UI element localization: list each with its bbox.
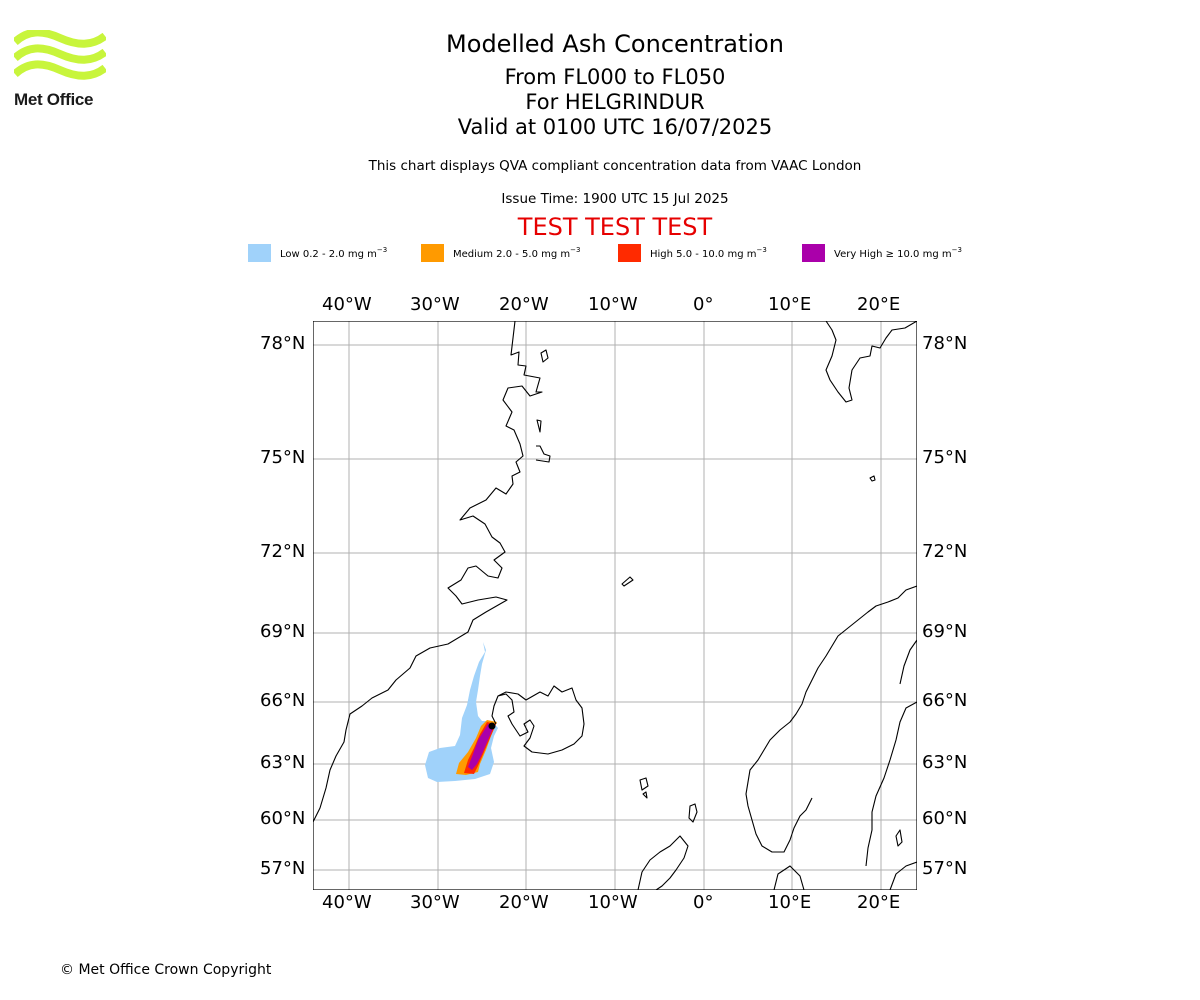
- lon-tick-bottom-10e: 10°E: [768, 892, 812, 913]
- norway-coast: [745, 585, 917, 853]
- lon-tick-top-30w: 30°W: [410, 294, 460, 315]
- lat-tick-left-60n: 60°N: [260, 808, 306, 829]
- lat-tick-right-69n: 69°N: [922, 621, 968, 642]
- graticule: [313, 321, 917, 890]
- met-office-logo: Met Office: [12, 28, 114, 112]
- ash-plume: [425, 642, 498, 782]
- lat-tick-left-63n: 63°N: [260, 752, 306, 773]
- ash-concentration-map: [313, 321, 917, 890]
- chart-title-block: Modelled Ash Concentration From FL000 to…: [314, 30, 916, 140]
- sweden-coast: [865, 701, 917, 867]
- legend-label-medium: Medium 2.0 - 5.0 mg m−3: [453, 246, 581, 260]
- volcano-name: For HELGRINDUR: [525, 90, 705, 114]
- bear-island: [869, 475, 876, 482]
- svalbard-coast: [825, 321, 917, 403]
- gotland: [895, 829, 903, 847]
- scotland-coast: [637, 835, 689, 890]
- finland-boundary: [899, 639, 917, 685]
- iceland-coast: [491, 685, 585, 755]
- legend-label-low: Low 0.2 - 2.0 mg m−3: [280, 246, 388, 260]
- ash-very-high-region: [468, 724, 494, 770]
- lat-tick-right-72n: 72°N: [922, 541, 968, 562]
- legend-swatch-high: [618, 244, 641, 262]
- legend-label-high: High 5.0 - 10.0 mg m−3: [650, 246, 767, 260]
- test-banner: TEST TEST TEST: [517, 213, 713, 241]
- denmark-coast: [773, 865, 805, 890]
- shetland-islands: [688, 803, 698, 823]
- lon-tick-bottom-30w: 30°W: [410, 892, 460, 913]
- lon-tick-top-20e: 20°E: [857, 294, 901, 315]
- legend-label-very-high: Very High ≥ 10.0 mg m−3: [834, 246, 962, 260]
- lat-tick-left-69n: 69°N: [260, 621, 306, 642]
- logo-text: Met Office: [14, 90, 94, 109]
- lat-tick-right-78n: 78°N: [922, 333, 968, 354]
- legend-swatch-medium: [421, 244, 444, 262]
- lat-tick-right-57n: 57°N: [922, 858, 968, 879]
- lon-tick-top-0: 0°: [693, 294, 714, 315]
- lon-tick-bottom-20w: 20°W: [499, 892, 549, 913]
- lon-tick-top-40w: 40°W: [322, 294, 372, 315]
- copyright: © Met Office Crown Copyright: [60, 962, 272, 978]
- faroe-islands: [639, 777, 649, 799]
- greenland-inlet-1: [535, 445, 551, 463]
- lat-tick-right-66n: 66°N: [922, 690, 968, 711]
- lat-tick-left-78n: 78°N: [260, 333, 306, 354]
- lat-tick-left-66n: 66°N: [260, 690, 306, 711]
- lat-tick-left-57n: 57°N: [260, 858, 306, 879]
- chart-title: Modelled Ash Concentration: [446, 30, 784, 58]
- lat-tick-right-63n: 63°N: [922, 752, 968, 773]
- lat-tick-right-60n: 60°N: [922, 808, 968, 829]
- issue-time: Issue Time: 1900 UTC 15 Jul 2025: [501, 191, 729, 207]
- subtitle: This chart displays QVA compliant concen…: [368, 158, 862, 174]
- helgrindur-volcano-marker: [488, 722, 496, 730]
- legend-swatch-very-high: [802, 244, 825, 262]
- lon-tick-top-20w: 20°W: [499, 294, 549, 315]
- legend-item-high: High 5.0 - 10.0 mg m−3: [618, 244, 767, 262]
- lat-tick-left-72n: 72°N: [260, 541, 306, 562]
- legend-item-low: Low 0.2 - 2.0 mg m−3: [248, 244, 387, 262]
- lon-tick-top-10e: 10°E: [768, 294, 812, 315]
- jan-mayen: [621, 576, 634, 587]
- lon-tick-bottom-10w: 10°W: [588, 892, 638, 913]
- lat-tick-left-75n: 75°N: [260, 447, 306, 468]
- valid-time: Valid at 0100 UTC 16/07/2025: [457, 115, 773, 139]
- greenland-island-2: [536, 419, 542, 433]
- lon-tick-bottom-0: 0°: [693, 892, 714, 913]
- lon-tick-bottom-20e: 20°E: [857, 892, 901, 913]
- lon-tick-bottom-40w: 40°W: [322, 892, 372, 913]
- baltic-coast: [889, 861, 917, 890]
- greenland-east-coast: [313, 321, 543, 823]
- flight-level-range: From FL000 to FL050: [504, 65, 726, 89]
- lon-tick-top-10w: 10°W: [588, 294, 638, 315]
- lat-tick-right-75n: 75°N: [922, 447, 968, 468]
- legend-item-medium: Medium 2.0 - 5.0 mg m−3: [421, 244, 580, 262]
- coastlines: [313, 321, 917, 890]
- legend-swatch-low: [248, 244, 271, 262]
- met-office-waves-icon: [12, 28, 108, 80]
- legend-item-very-high: Very High ≥ 10.0 mg m−3: [802, 244, 962, 262]
- greenland-island-1: [540, 349, 549, 363]
